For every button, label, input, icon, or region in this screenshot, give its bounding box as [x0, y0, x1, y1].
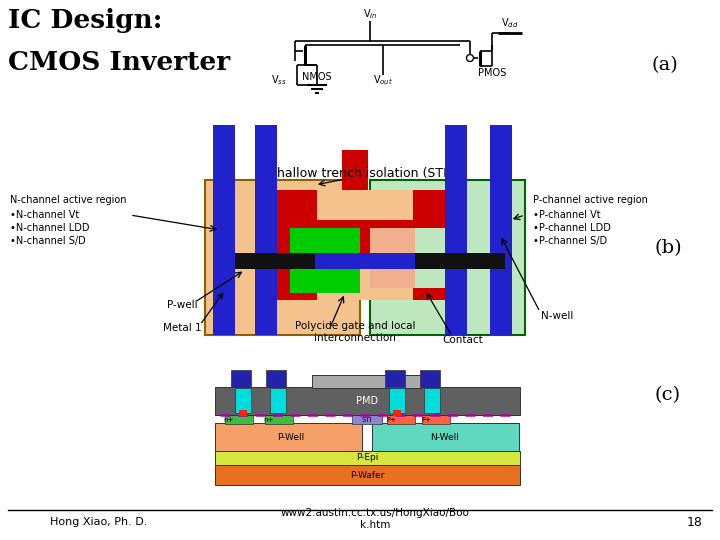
Bar [277, 190, 317, 300]
Bar [213, 125, 235, 335]
Bar [231, 370, 251, 387]
Text: •N-channel LDD: •N-channel LDD [10, 223, 89, 233]
Text: P-Well: P-Well [277, 433, 305, 442]
Bar [389, 388, 405, 413]
Bar [235, 253, 505, 269]
Bar [215, 423, 362, 451]
Text: n+: n+ [224, 417, 234, 423]
Text: N-channel active region: N-channel active region [10, 195, 127, 205]
Text: 18: 18 [687, 516, 703, 529]
Bar [215, 387, 520, 415]
Text: V$_{out}$: V$_{out}$ [373, 73, 393, 87]
Bar [270, 388, 286, 413]
Bar [468, 253, 488, 269]
Bar [315, 253, 415, 269]
Bar [370, 228, 415, 288]
Text: V$_{dd}$: V$_{dd}$ [501, 16, 518, 30]
Text: •P-channel S/D: •P-channel S/D [533, 236, 607, 246]
Bar [370, 180, 525, 335]
Text: N-Well: N-Well [431, 433, 459, 442]
Bar [277, 220, 453, 255]
Bar [239, 410, 247, 416]
Text: •P-channel Vt: •P-channel Vt [533, 210, 600, 220]
Text: Hong Xiao, Ph. D.: Hong Xiao, Ph. D. [50, 517, 148, 527]
Text: V$_{ss}$: V$_{ss}$ [271, 73, 287, 87]
Circle shape [467, 55, 474, 62]
Text: n+: n+ [264, 417, 274, 423]
Text: IC Design:: IC Design: [8, 8, 163, 33]
Bar [235, 388, 251, 413]
Bar [385, 370, 405, 387]
Bar [413, 190, 453, 300]
Text: PMOS: PMOS [478, 68, 506, 78]
Text: P+: P+ [386, 417, 396, 423]
Bar [387, 415, 415, 424]
Bar [312, 375, 422, 388]
Text: N-well: N-well [541, 311, 573, 321]
Bar [317, 255, 413, 300]
Text: P-Epi: P-Epi [356, 454, 378, 462]
Text: •N-channel Vt: •N-channel Vt [10, 210, 79, 220]
Text: Polycide gate and local
interconnection: Polycide gate and local interconnection [294, 321, 415, 343]
Bar [420, 253, 440, 269]
Bar [255, 125, 277, 335]
Text: P-channel active region: P-channel active region [533, 195, 648, 205]
Bar [490, 125, 512, 335]
Text: (b): (b) [654, 239, 682, 257]
Text: •N-channel S/D: •N-channel S/D [10, 236, 86, 246]
Text: Metal1, AlCu: Metal1, AlCu [343, 376, 391, 386]
Text: V$_{in}$: V$_{in}$ [363, 7, 377, 21]
Bar [393, 410, 401, 416]
Bar [317, 190, 413, 220]
Text: STI: STI [361, 417, 372, 423]
Bar [215, 451, 520, 465]
Text: P+: P+ [421, 417, 431, 423]
Text: www2.austin.cc.tx.us/HongXiao/Boo
k.htm: www2.austin.cc.tx.us/HongXiao/Boo k.htm [281, 508, 469, 530]
Text: Shallow trench isolation (STI): Shallow trench isolation (STI) [269, 166, 451, 179]
Bar [265, 415, 293, 424]
Text: Metal 1: Metal 1 [163, 323, 202, 333]
Bar [424, 388, 440, 413]
Bar [215, 465, 520, 485]
Bar [415, 228, 455, 288]
Bar [266, 370, 286, 387]
Text: (a): (a) [652, 56, 678, 74]
Bar [205, 180, 360, 335]
Text: P-well: P-well [167, 300, 197, 310]
Bar [352, 415, 382, 424]
Bar [420, 370, 440, 387]
Bar [445, 125, 467, 335]
Text: P-Wafer: P-Wafer [350, 470, 384, 480]
Bar [342, 150, 368, 222]
Text: Contact: Contact [443, 335, 483, 345]
Bar [225, 415, 253, 424]
Text: NMOS: NMOS [302, 72, 332, 82]
Text: •P-channel LDD: •P-channel LDD [533, 223, 611, 233]
Bar [372, 423, 519, 451]
Bar [237, 253, 257, 269]
Text: CMOS Inverter: CMOS Inverter [8, 50, 230, 75]
Text: (c): (c) [655, 386, 681, 404]
Bar [290, 228, 360, 293]
Bar [422, 415, 450, 424]
Bar [285, 253, 305, 269]
Text: PMD: PMD [356, 396, 378, 406]
